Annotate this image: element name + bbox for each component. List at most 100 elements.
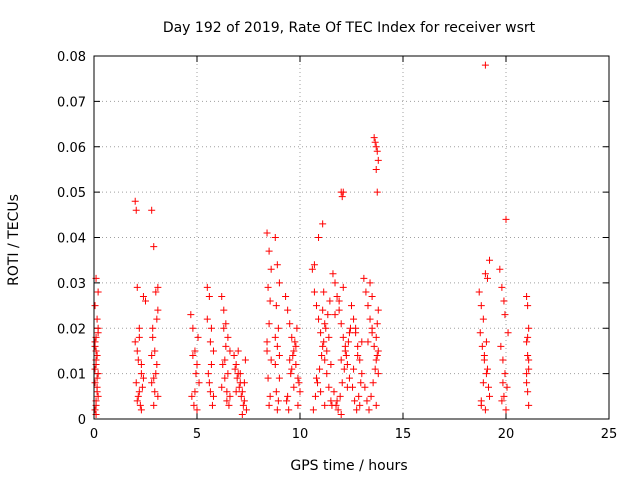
data-point (338, 379, 346, 387)
data-point (271, 234, 279, 241)
data-point (364, 302, 372, 310)
data-point (331, 311, 339, 319)
data-point (191, 388, 199, 396)
data-point (374, 347, 382, 355)
data-point (326, 297, 334, 305)
data-point (272, 302, 280, 310)
data-point (237, 392, 245, 400)
data-point (203, 315, 211, 323)
data-point (133, 347, 141, 355)
data-point (321, 356, 329, 364)
data-point (223, 388, 231, 396)
data-point (358, 338, 366, 346)
data-point (93, 374, 101, 382)
data-point (234, 347, 242, 355)
data-point (275, 279, 283, 287)
x-tick-label: 20 (498, 427, 515, 442)
data-point (293, 324, 301, 332)
data-point (311, 392, 319, 400)
data-point (188, 392, 196, 400)
data-point (288, 333, 296, 341)
data-point (335, 297, 343, 305)
data-point (337, 410, 345, 418)
data-point (504, 329, 512, 337)
data-point (209, 392, 217, 400)
data-point (267, 265, 275, 273)
data-point (218, 292, 226, 300)
data-point (272, 388, 280, 396)
data-point (135, 324, 143, 332)
y-tick-label: 0 (78, 413, 86, 428)
data-point (224, 370, 232, 378)
data-point (344, 338, 352, 346)
data-point (135, 333, 143, 341)
data-point (503, 383, 511, 391)
data-point (374, 306, 382, 314)
data-point (337, 356, 345, 364)
data-point (308, 265, 316, 273)
data-point (321, 320, 329, 328)
data-point (207, 361, 215, 369)
data-point (94, 370, 102, 378)
data-point (224, 333, 232, 341)
data-point (483, 365, 491, 373)
data-point (350, 365, 358, 373)
data-point (267, 356, 275, 364)
data-point (231, 365, 239, 373)
data-point (371, 365, 379, 373)
data-point (275, 351, 283, 359)
data-point (207, 324, 215, 332)
data-point (220, 306, 228, 314)
data-point (273, 406, 281, 414)
data-point (372, 356, 380, 364)
data-point (266, 392, 274, 400)
data-point (93, 351, 101, 359)
data-point (263, 229, 271, 237)
data-point (327, 397, 335, 405)
data-point (292, 342, 300, 350)
data-point (497, 342, 505, 350)
data-point (524, 351, 532, 359)
data-point (500, 392, 508, 400)
data-point (131, 338, 139, 346)
data-point (372, 165, 380, 173)
data-point (236, 370, 244, 378)
data-point (500, 297, 508, 305)
data-point (154, 283, 162, 291)
data-point (193, 406, 201, 414)
data-point (149, 324, 157, 332)
data-point (355, 392, 363, 400)
data-point (479, 379, 487, 387)
data-point (193, 361, 201, 369)
data-point (286, 320, 294, 328)
x-tick-label: 0 (90, 427, 98, 442)
data-point (320, 288, 328, 296)
data-point (206, 338, 214, 346)
data-point (290, 347, 298, 355)
data-point (316, 365, 324, 373)
data-point (486, 256, 494, 264)
data-point (339, 188, 347, 196)
data-point (318, 351, 326, 359)
data-point (374, 370, 382, 378)
data-point (264, 374, 272, 382)
data-point (132, 379, 140, 387)
data-point (132, 206, 140, 214)
data-point (370, 134, 378, 142)
data-point (150, 374, 158, 382)
data-point (271, 361, 279, 369)
data-point (498, 397, 506, 405)
data-point (151, 347, 159, 355)
y-tick-label: 0.01 (57, 368, 86, 383)
data-point (523, 338, 531, 346)
data-point (373, 351, 381, 359)
data-point (218, 383, 226, 391)
y-tick-label: 0.03 (57, 277, 86, 292)
data-point (373, 147, 381, 155)
data-point (364, 338, 372, 346)
data-point (137, 406, 145, 414)
data-point (134, 392, 142, 400)
data-point (235, 383, 243, 391)
data-point (482, 338, 490, 346)
data-point (477, 302, 485, 310)
